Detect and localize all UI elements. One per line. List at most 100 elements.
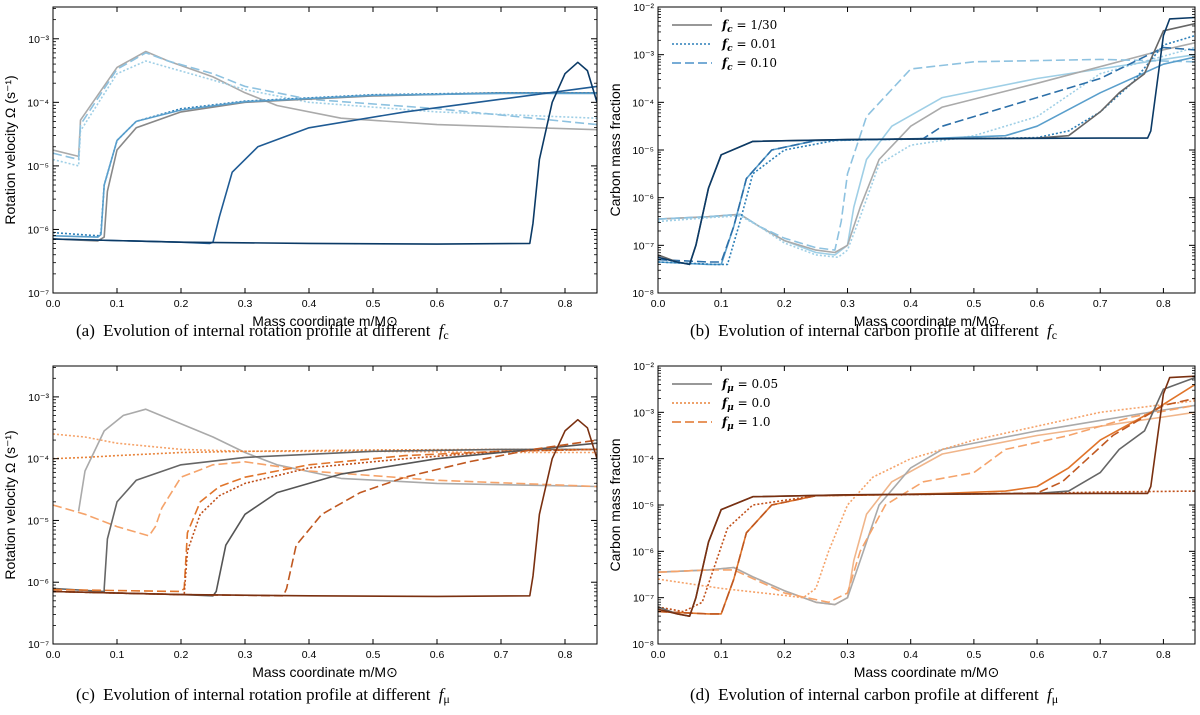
x-tick-label: 0.1	[714, 649, 729, 661]
y-tick-label: 10⁻⁷	[28, 288, 49, 300]
series-line-1	[53, 433, 597, 454]
series-group	[53, 408, 597, 598]
x-tick-label: 0.2	[777, 649, 792, 661]
x-tick-label: 0.8	[1156, 298, 1171, 310]
series-line-4	[53, 448, 597, 593]
series-line-1	[658, 42, 1195, 254]
y-tick-label: 10⁻⁶	[27, 577, 49, 589]
x-tick-label: 0.3	[840, 298, 855, 310]
y-tick-label: 10⁻²	[633, 2, 654, 14]
series-line-6	[658, 34, 1195, 266]
x-tick-label: 0.5	[967, 649, 982, 661]
legend-label-2: fc = 0.10	[721, 56, 777, 73]
series-line-2	[53, 52, 597, 161]
x-tick-label: 0.1	[110, 649, 125, 661]
y-tick-label: 10⁻⁵	[632, 145, 654, 157]
x-tick-label: 0.4	[302, 649, 317, 661]
x-tick-label: 0.5	[366, 649, 381, 661]
x-tick-label: 0.4	[302, 298, 317, 310]
y-tick-label: 10⁻²	[633, 361, 654, 373]
y-tick-label: 10⁻⁶	[632, 546, 654, 558]
y-axis-title: Carbon mass fraction	[607, 83, 623, 216]
caption-d: (d) Evolution of internal carbon profile…	[690, 685, 1058, 706]
y-axis-title: Rotation velocity Ω (s⁻¹)	[2, 75, 18, 224]
x-tick-label: 0.8	[558, 649, 573, 661]
series-line-9	[53, 418, 597, 598]
x-axis-title: Mass coordinate m/M⊙	[854, 313, 1000, 329]
y-tick-label: 10⁻⁷	[633, 593, 654, 605]
y-tick-label: 10⁻⁴	[27, 454, 49, 466]
x-tick-label: 0.8	[558, 298, 573, 310]
series-line-2	[658, 400, 1195, 599]
y-tick-label: 10⁻⁸	[632, 639, 654, 651]
x-tick-label: 0.0	[651, 649, 666, 661]
y-tick-label: 10⁻³	[28, 392, 49, 404]
plot-area	[658, 7, 1195, 293]
caption-c: (c) Evolution of internal rotation profi…	[76, 685, 450, 706]
series-line-5	[53, 448, 597, 593]
series-group	[658, 16, 1195, 266]
x-tick-label: 0.2	[777, 298, 792, 310]
series-line-2	[53, 448, 597, 460]
x-tick-label: 0.0	[651, 298, 666, 310]
y-tick-label: 10⁻⁴	[632, 454, 654, 466]
x-tick-label: 0.1	[714, 298, 729, 310]
legend-label-1: fc = 0.01	[721, 37, 777, 54]
x-tick-label: 0.4	[903, 649, 918, 661]
x-tick-label: 0.3	[840, 649, 855, 661]
legend-label-1: fμ = 0.0	[721, 396, 771, 413]
y-tick-label: 10⁻⁷	[28, 639, 49, 651]
x-tick-label: 0.3	[238, 298, 253, 310]
caption-a: (a) Evolution of internal rotation profi…	[76, 321, 449, 342]
y-tick-label: 10⁻⁸	[632, 288, 654, 300]
panel-b: 0.0 0.1 0.2 0.3 0.4 0.5 0.6 0.7 0.8 10⁻⁸ 10⁻⁷ 10⁻⁶ 1…	[607, 2, 1196, 329]
y-tick-label: 10⁻³	[28, 34, 49, 46]
series-line-2	[658, 58, 1195, 251]
x-tick-label: 0.7	[1093, 649, 1108, 661]
series-line-8	[658, 375, 1195, 617]
x-tick-label: 0.5	[967, 298, 982, 310]
x-tick-label: 0.2	[174, 298, 189, 310]
y-tick-label: 10⁻⁵	[27, 161, 49, 173]
x-tick-label: 0.8	[1156, 649, 1171, 661]
plot-frame	[52, 6, 598, 294]
x-tick-label: 0.7	[494, 298, 509, 310]
panel-c: 0.0 0.1 0.2 0.3 0.4 0.5 0.6 0.7 0.8 10⁻⁷ 10⁻⁶ 10⁻⁵ 1…	[2, 365, 598, 680]
series-line-6	[53, 448, 597, 596]
series-line-3	[53, 461, 597, 537]
series-line-7	[53, 61, 597, 245]
legend-label-0: fμ = 0.05	[721, 377, 778, 394]
y-axis-title: Rotation velocity Ω (s⁻¹)	[2, 430, 18, 579]
series-line-5	[53, 92, 597, 238]
series-group	[53, 50, 597, 245]
x-tick-label: 0.6	[1030, 298, 1045, 310]
legend-label-0: fc = 1/30	[721, 18, 777, 35]
x-axis-title: Mass coordinate m/M⊙	[252, 664, 398, 680]
y-axis-title: Carbon mass fraction	[607, 438, 623, 571]
plot-area	[658, 366, 1195, 644]
series-line-1	[658, 404, 1195, 606]
y-tick-label: 10⁻⁷	[633, 240, 654, 252]
legend-label-2: fμ = 1.0	[721, 415, 771, 432]
x-tick-label: 0.6	[430, 298, 445, 310]
series-line-0	[77, 408, 597, 512]
y-tick-label: 10⁻³	[633, 50, 654, 62]
x-tick-label: 0.6	[430, 649, 445, 661]
x-tick-label: 0.6	[1030, 649, 1045, 661]
x-tick-label: 0.7	[494, 649, 509, 661]
y-tick-label: 10⁻⁵	[632, 500, 654, 512]
x-tick-label: 0.4	[903, 298, 918, 310]
series-line-3	[658, 46, 1195, 259]
caption-b: (b) Evolution of internal carbon profile…	[690, 321, 1057, 342]
plot-frame	[52, 365, 598, 645]
panel-a: 0.0 0.1 0.2 0.3 0.4 0.5 0.6 0.7 0.8 10⁻⁷ 10⁻⁶ 10⁻⁵ 1…	[2, 6, 598, 329]
panel-d: 0.0 0.1 0.2 0.3 0.4 0.5 0.6 0.7 0.8 10⁻⁸ 10⁻⁷ 10⁻⁶ 1…	[607, 361, 1196, 680]
series-line-8	[658, 16, 1195, 266]
plot-area	[53, 7, 597, 293]
x-axis-title: Mass coordinate m/M⊙	[252, 313, 398, 329]
y-tick-label: 10⁻⁶	[27, 224, 49, 236]
x-tick-label: 0.0	[46, 298, 61, 310]
x-tick-label: 0.2	[174, 649, 189, 661]
x-axis-title: Mass coordinate m/M⊙	[854, 664, 1000, 680]
